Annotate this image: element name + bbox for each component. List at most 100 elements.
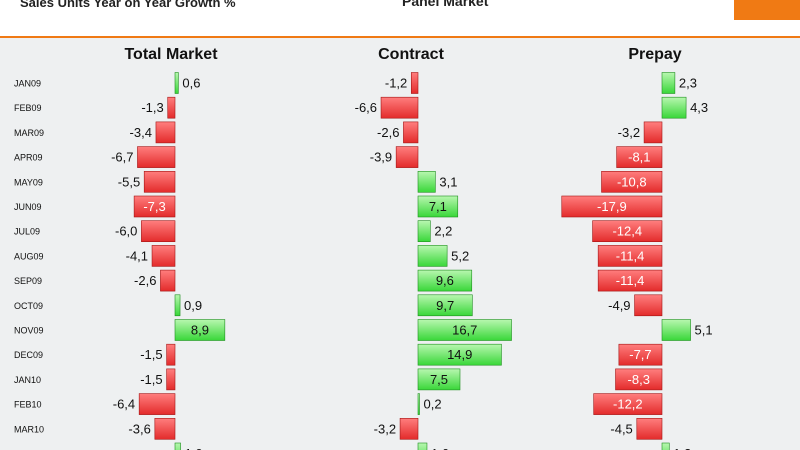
category-label: APR09 — [14, 153, 43, 163]
bar — [634, 294, 663, 317]
data-label: 3,1 — [439, 174, 457, 189]
category-label: MAR09 — [14, 128, 44, 138]
bar — [141, 220, 176, 242]
data-label: -3,4 — [130, 125, 152, 140]
bar — [661, 72, 676, 94]
series-title: Prepay — [628, 46, 681, 63]
bar — [410, 72, 419, 94]
series-title: Contract — [378, 46, 444, 63]
data-label: 0,2 — [424, 397, 442, 412]
data-label: -6,0 — [115, 224, 137, 239]
bar — [417, 442, 428, 450]
bar — [417, 294, 473, 317]
bar — [661, 319, 691, 341]
data-label: -7,3 — [143, 199, 165, 214]
bar — [597, 245, 663, 267]
bar — [151, 245, 176, 267]
category-label: MAY09 — [14, 177, 43, 187]
data-label: -11,4 — [616, 273, 645, 288]
data-label: 4,3 — [690, 100, 708, 115]
data-label: -3,9 — [370, 150, 392, 165]
bar — [174, 294, 181, 317]
bar — [167, 96, 176, 119]
data-label: -2,6 — [134, 273, 156, 288]
data-label: 14,9 — [447, 347, 472, 362]
bar — [417, 393, 420, 415]
data-label: 0,6 — [182, 76, 200, 91]
category-label: FEB10 — [14, 400, 42, 410]
data-label: -3,6 — [128, 421, 150, 436]
category-label: NOV09 — [14, 326, 44, 336]
bar — [597, 269, 663, 292]
data-label: 2,2 — [434, 224, 452, 239]
bar — [417, 269, 473, 292]
header-bar — [0, 0, 800, 38]
bar — [138, 393, 176, 415]
series-title: Total Market — [124, 46, 218, 63]
bar — [593, 393, 663, 415]
bar — [636, 417, 663, 440]
bar — [154, 417, 176, 440]
data-label: -10,8 — [617, 174, 647, 189]
bar — [174, 442, 181, 450]
data-label: -11,4 — [616, 248, 645, 263]
bar — [661, 96, 687, 119]
data-label: -1,2 — [385, 76, 407, 91]
bar — [616, 146, 663, 168]
data-label: 2,3 — [679, 76, 697, 91]
data-label: -12,4 — [612, 224, 642, 239]
bar — [403, 121, 419, 144]
bar — [395, 146, 419, 168]
bar — [592, 220, 663, 242]
bar — [643, 121, 663, 144]
data-label: -17,9 — [597, 199, 627, 214]
data-label: -8,3 — [628, 372, 650, 387]
data-label: -6,6 — [355, 100, 377, 115]
data-label: -4,9 — [608, 298, 630, 313]
data-label: 5,1 — [695, 323, 713, 338]
data-label: -4,5 — [610, 421, 632, 436]
bar — [417, 171, 436, 193]
data-label: 16,7 — [452, 323, 477, 338]
data-label: -3,2 — [618, 125, 640, 140]
bar — [417, 220, 431, 242]
data-label: 5,2 — [451, 248, 469, 263]
bar — [417, 343, 502, 366]
category-label: SEP09 — [14, 276, 42, 286]
bar — [661, 442, 670, 450]
category-label: OCT09 — [14, 301, 43, 311]
data-label: 0,9 — [184, 298, 202, 313]
bar — [399, 417, 419, 440]
data-label: -8,1 — [628, 150, 650, 165]
bar — [133, 195, 176, 218]
category-label: MAR10 — [14, 424, 44, 434]
bar — [417, 368, 461, 391]
bar — [380, 96, 419, 119]
data-label: -1,3 — [141, 100, 163, 115]
data-label: 9,6 — [436, 273, 454, 288]
data-label: -7,7 — [629, 347, 651, 362]
category-label: JAN10 — [14, 375, 41, 385]
data-label: 7,1 — [429, 199, 447, 214]
bar — [417, 319, 512, 341]
data-label: -5,5 — [118, 174, 140, 189]
category-label: JUN09 — [14, 202, 42, 212]
bar — [166, 343, 176, 366]
data-label: -3,2 — [374, 421, 396, 436]
bar — [561, 195, 663, 218]
data-label: -1,5 — [140, 372, 162, 387]
data-label: 1,3 — [673, 446, 691, 450]
data-label: -12,2 — [613, 397, 643, 412]
data-label: -6,4 — [113, 397, 135, 412]
bar — [417, 195, 459, 218]
data-label: 7,5 — [430, 372, 448, 387]
data-label: -1,5 — [140, 347, 162, 362]
data-label: 1,6 — [431, 446, 449, 450]
bar — [615, 368, 663, 391]
category-label: DEC09 — [14, 350, 43, 360]
bar — [166, 368, 176, 391]
brand-logo — [734, 0, 800, 20]
category-label: JAN09 — [14, 79, 41, 89]
page-title: Sales Units Year on Year Growth % — [20, 0, 236, 10]
